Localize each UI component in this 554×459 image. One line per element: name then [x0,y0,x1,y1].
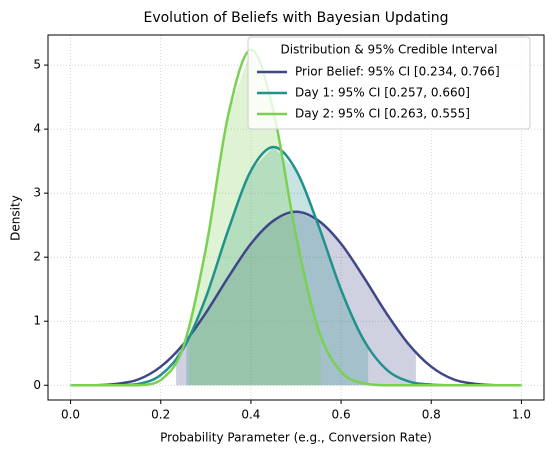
x-tick-label: 0.4 [241,408,260,422]
credible-interval [189,49,321,386]
y-axis-label: Density [9,195,23,241]
legend: Distribution & 95% Credible Interval Prio… [247,36,531,130]
legend-box [247,36,531,130]
x-tick-label: 1.0 [512,408,531,422]
plot-frame [47,34,545,401]
density-curve [70,210,522,387]
x-tick-label: 0.6 [332,408,351,422]
chart-title: Evolution of Beliefs with Bayesian Updat… [143,10,448,26]
legend-label: Day 1: 95% CI [0.257, 0.660] [295,86,470,100]
x-tick-label: 0.2 [151,408,170,422]
x-tick-label: 0.0 [61,408,80,422]
credible-interval [186,147,369,386]
y-tick-label: 0 [33,378,41,392]
y-tick-label: 2 [33,250,41,264]
y-tick-label: 5 [33,58,41,72]
y-tick-label: 4 [33,122,41,136]
density-curve [70,48,522,387]
y-tick-label: 1 [33,314,41,328]
legend-label: Prior Belief: 95% CI [0.234, 0.766] [295,65,500,79]
y-tick-label: 3 [33,186,41,200]
legend-label: Day 2: 95% CI [0.263, 0.555] [295,107,470,121]
credible-interval [176,211,416,386]
x-axis-label: Probability Parameter (e.g., Conversion … [160,431,432,445]
x-tick-label: 0.8 [422,408,441,422]
legend-title: Distribution & 95% Credible Interval [281,43,498,57]
